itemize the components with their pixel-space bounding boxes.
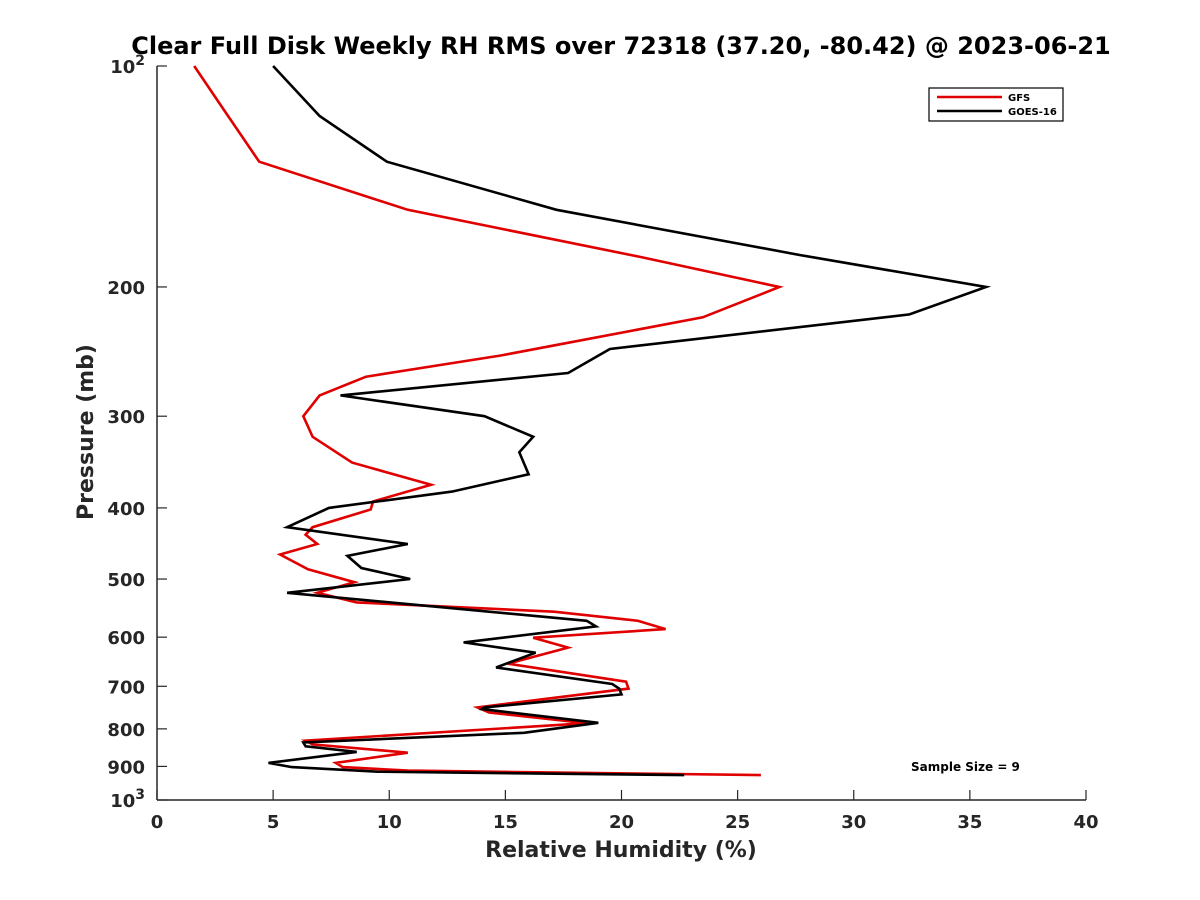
legend-label-goes-16: GOES-16: [1008, 107, 1057, 118]
x-tick-label: 40: [1073, 812, 1098, 833]
x-tick-label: 15: [493, 812, 518, 833]
y-tick-label: 600: [107, 628, 145, 649]
y-tick-label: 800: [107, 720, 145, 741]
y-tick-label: 102: [110, 53, 145, 78]
y-tick-label: 103: [110, 787, 145, 812]
x-tick-label: 25: [725, 812, 750, 833]
sample-size-annotation: Sample Size = 9: [911, 760, 1020, 774]
y-tick-label: 500: [107, 570, 145, 591]
y-tick-label: 200: [107, 278, 145, 299]
x-axis-label: Relative Humidity (%): [485, 838, 757, 863]
series-line-gfs: [193, 65, 784, 777]
x-tick-label: 0: [151, 812, 164, 833]
series-line-goes-16: [268, 65, 992, 777]
x-tick-label: 10: [377, 812, 402, 833]
legend-label-gfs: GFS: [1008, 93, 1030, 104]
x-tick-label: 30: [841, 812, 866, 833]
y-tick-label: 300: [107, 407, 145, 428]
y-tick-label: 900: [107, 757, 145, 778]
y-tick-label: 400: [107, 499, 145, 520]
y-axis-label: Pressure (mb): [74, 344, 99, 520]
plot-area: 0 5 10 15 20 25 30 35 40 102 200 300 400 500 600 700 800…: [107, 53, 1098, 833]
legend-box: [928, 87, 1064, 122]
chart-title: Clear Full Disk Weekly RH RMS over 72318…: [131, 32, 1111, 60]
x-tick-label: 5: [267, 812, 280, 833]
legend: GFS GOES-16: [928, 87, 1064, 122]
x-tick-label: 35: [957, 812, 982, 833]
x-tick-label: 20: [609, 812, 634, 833]
y-tick-label: 700: [107, 677, 145, 698]
